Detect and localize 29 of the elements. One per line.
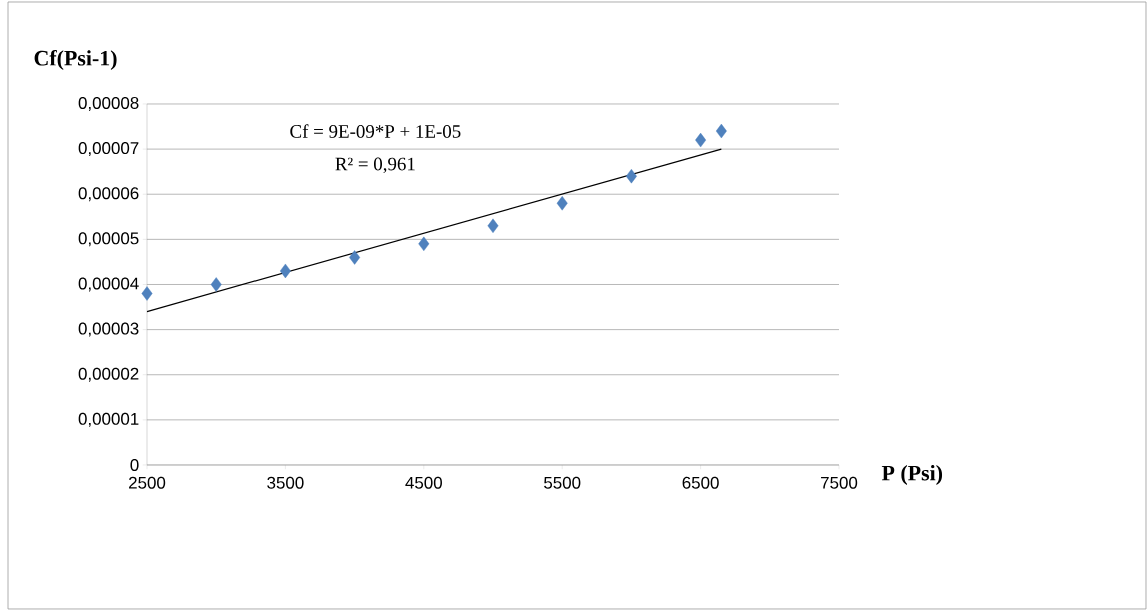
y-tick-label: 0,00002 <box>78 367 139 382</box>
point <box>418 236 430 252</box>
x-tick-label: 3500 <box>267 476 304 489</box>
y-tick-label: 0,00003 <box>78 322 139 337</box>
annotation: R² = 0,961 <box>335 157 415 174</box>
point <box>349 250 361 265</box>
y-tick-label: 0,00005 <box>78 232 139 247</box>
point <box>210 277 222 292</box>
x-tick-label: 5500 <box>544 476 581 489</box>
annotation: Cf = 9E-09*P + 1E-05 <box>290 124 461 138</box>
y-axis-title: Cf(Psi-1) <box>34 49 117 71</box>
x-axis-title: P (Psi) <box>881 465 943 485</box>
x-tick-label: 4500 <box>405 476 442 489</box>
point <box>556 196 568 211</box>
point <box>715 123 727 139</box>
y-tick-label: 0,00006 <box>78 187 139 202</box>
y-tick-label: 0,00008 <box>78 96 139 111</box>
x-tick-label: 6500 <box>682 476 719 489</box>
x-tick-label: 7500 <box>821 476 858 489</box>
y-tick-label: 0 <box>130 458 139 471</box>
y-tick-label: 0,00001 <box>78 412 139 427</box>
point <box>279 263 291 279</box>
x-tick-label: 2500 <box>129 476 166 489</box>
y-tick-label: 0,00007 <box>78 142 139 157</box>
y-tick-label: 0,00004 <box>78 277 139 292</box>
point <box>695 132 707 148</box>
point <box>487 218 499 234</box>
point <box>625 168 637 184</box>
point <box>141 286 153 301</box>
